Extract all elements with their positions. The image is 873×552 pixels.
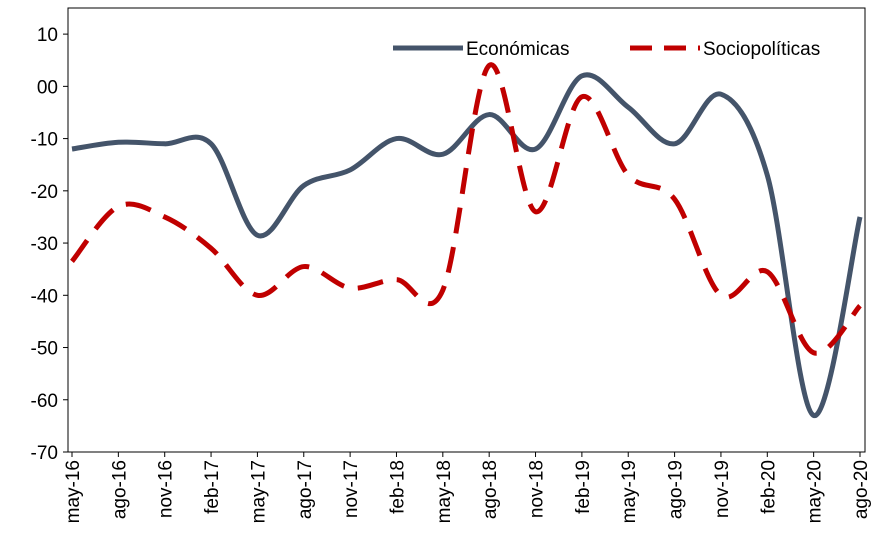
series-line [71,72,863,418]
y-tick-label: -50 [31,339,58,360]
y-tick-label: -10 [31,130,58,151]
x-tick-label: nov-17 [341,460,362,518]
y-tick-label: -60 [31,391,58,412]
legend-label: Sociopolíticas [703,39,820,60]
x-tick-label: may-16 [63,460,84,523]
x-tick-label: feb-18 [387,460,408,514]
x-tick-label: nov-18 [527,460,548,518]
y-tick-label: -20 [31,182,58,203]
x-tick-label: nov-19 [712,460,733,518]
x-tick-label: ago-18 [480,460,501,519]
x-tick-label: feb-17 [202,460,223,514]
x-tick-label: may-20 [805,460,826,523]
plot-area [67,7,866,453]
x-tick-label: may-17 [248,460,269,523]
x-tick-label: ago-20 [851,460,872,519]
x-tick-label: may-19 [619,460,640,523]
x-tick-label: ago-17 [295,460,316,519]
y-tick-label: -70 [31,443,58,464]
y-tick-label: 10 [37,25,58,46]
x-tick-label: ago-19 [666,460,687,519]
x-tick-label: ago-16 [109,460,130,519]
series-line [70,62,862,356]
x-tick-label: feb-19 [573,460,594,514]
x-tick-label: nov-16 [156,460,177,518]
legend-label: Económicas [466,39,570,60]
y-tick-label: -30 [31,234,58,255]
x-tick-label: feb-20 [758,460,779,514]
y-tick-label: 00 [37,77,58,98]
y-tick-label: -40 [31,286,58,307]
x-tick-label: may-18 [434,460,455,523]
